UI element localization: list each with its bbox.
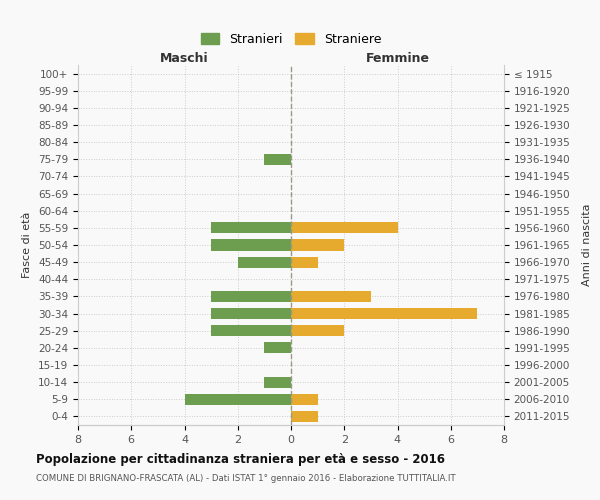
Bar: [211, 291, 291, 302]
Text: Popolazione per cittadinanza straniera per età e sesso - 2016: Popolazione per cittadinanza straniera p…: [36, 452, 445, 466]
Bar: [291, 240, 344, 250]
Bar: [265, 154, 291, 165]
Bar: [211, 308, 291, 319]
Bar: [211, 325, 291, 336]
Text: COMUNE DI BRIGNANO-FRASCATA (AL) - Dati ISTAT 1° gennaio 2016 - Elaborazione TUT: COMUNE DI BRIGNANO-FRASCATA (AL) - Dati …: [36, 474, 455, 483]
Bar: [265, 342, 291, 353]
Legend: Stranieri, Straniere: Stranieri, Straniere: [196, 28, 386, 51]
Bar: [291, 256, 317, 268]
Bar: [291, 411, 317, 422]
Bar: [211, 222, 291, 234]
Bar: [185, 394, 291, 405]
Text: Maschi: Maschi: [160, 52, 209, 65]
Bar: [265, 376, 291, 388]
Y-axis label: Anni di nascita: Anni di nascita: [581, 204, 592, 286]
Bar: [291, 308, 478, 319]
Bar: [291, 291, 371, 302]
Bar: [238, 256, 291, 268]
Bar: [291, 394, 317, 405]
Bar: [291, 325, 344, 336]
Bar: [291, 222, 398, 234]
Text: Femmine: Femmine: [365, 52, 430, 65]
Y-axis label: Fasce di età: Fasce di età: [22, 212, 32, 278]
Bar: [211, 240, 291, 250]
